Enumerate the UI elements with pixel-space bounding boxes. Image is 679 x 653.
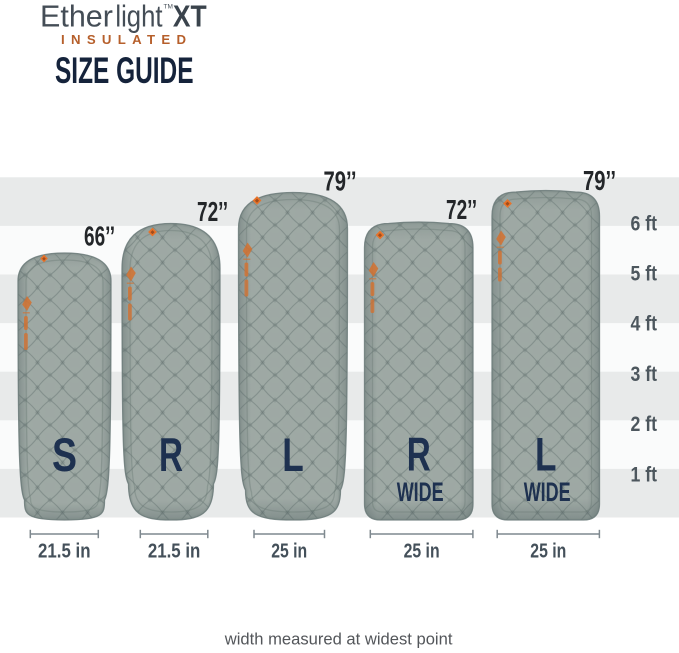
svg-text:5 ft: 5 ft — [631, 262, 658, 286]
svg-text:1 ft: 1 ft — [631, 462, 658, 486]
svg-text:2 ft: 2 ft — [631, 412, 658, 436]
svg-text:width measured at widest point: width measured at widest point — [224, 631, 453, 649]
svg-text:6 ft: 6 ft — [631, 211, 658, 235]
svg-text:Ether: Ether — [40, 0, 113, 34]
svg-text:R: R — [159, 428, 183, 481]
svg-text:L: L — [535, 427, 557, 480]
svg-text:S: S — [52, 428, 77, 481]
svg-text:R: R — [407, 427, 431, 480]
svg-text:TM: TM — [164, 4, 173, 11]
svg-text:SIZE GUIDE: SIZE GUIDE — [55, 49, 194, 91]
svg-text:3 ft: 3 ft — [631, 362, 658, 386]
svg-text:21.5 in: 21.5 in — [38, 541, 91, 563]
svg-text:light: light — [115, 0, 163, 34]
svg-text:25 in: 25 in — [271, 541, 307, 563]
svg-text:4 ft: 4 ft — [631, 312, 658, 336]
svg-text:L: L — [282, 428, 304, 481]
svg-text:25 in: 25 in — [530, 541, 566, 563]
svg-text:79’’: 79’’ — [583, 165, 616, 196]
svg-text:WIDE: WIDE — [397, 477, 444, 507]
svg-text:25 in: 25 in — [404, 541, 440, 563]
svg-text:XT: XT — [173, 0, 207, 34]
svg-text:72’’: 72’’ — [446, 194, 477, 225]
svg-text:INSULATED: INSULATED — [61, 32, 186, 47]
svg-text:72’’: 72’’ — [197, 196, 228, 227]
svg-text:66’’: 66’’ — [84, 221, 115, 252]
svg-text:21.5 in: 21.5 in — [148, 541, 201, 563]
svg-text:WIDE: WIDE — [524, 477, 571, 507]
svg-text:79’’: 79’’ — [324, 166, 357, 197]
